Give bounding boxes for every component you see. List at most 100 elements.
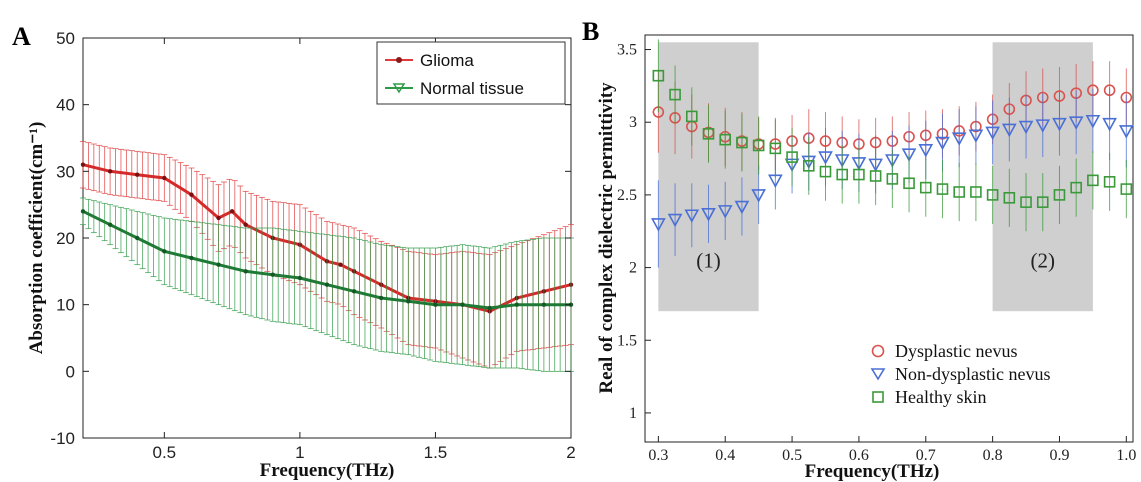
- chart-b-xtick-label: 0.4: [715, 447, 735, 464]
- legend-non-dysplastic-label: Non-dysplastic nevus: [895, 364, 1050, 384]
- chart-b-point-square: [819, 165, 832, 178]
- chart-b: (1) (2) 1 1.5 2 2.5 3 3.5 0.3 0.4 0.5 0.6 0.7 0.8 0.9…: [596, 34, 1136, 482]
- chart-a-ytick-label: 50: [56, 29, 75, 48]
- legend-non-dysplastic-marker: [870, 368, 886, 381]
- chart-b-point-triangle: [734, 200, 750, 215]
- legend-normal-label: Normal tissue: [420, 79, 524, 98]
- chart-a-point: [379, 295, 384, 301]
- chart-b-xtick-label: 0.5: [782, 447, 802, 464]
- chart-a-point: [338, 262, 343, 267]
- chart-a-point: [324, 282, 330, 287]
- chart-b-point-triangle: [751, 189, 766, 203]
- chart-b-point-triangle: [651, 218, 666, 232]
- chart-b-point-triangle: [985, 126, 1000, 141]
- legend-normal-marker: [392, 83, 406, 94]
- chart-a-ytick-label: 0: [66, 362, 75, 381]
- chart-a-ytick-label: -10: [50, 429, 75, 448]
- chart-a-point: [162, 249, 167, 254]
- chart-a-point: [80, 209, 86, 214]
- chart-a-ytick-label: 30: [56, 162, 75, 181]
- chart-a-point: [107, 169, 113, 174]
- chart-a-point: [189, 255, 194, 261]
- chart-a-ytick-label: 20: [56, 229, 75, 248]
- chart-a-point: [135, 235, 140, 241]
- chart-a-point: [270, 272, 275, 277]
- chart-a: -10 0 10 20 30 40 50 0.5 1 1.5 2 Glioma Normal tis…: [26, 29, 576, 481]
- legend-glioma-marker: [396, 57, 402, 63]
- chart-b-point-triangle: [684, 209, 700, 223]
- chart-b-ytick-label: 2: [629, 260, 637, 277]
- chart-b-point-triangle: [951, 132, 967, 146]
- chart-b-ytick-label: 2.5: [617, 187, 637, 204]
- legend-dysplastic-label: Dysplastic nevus: [895, 341, 1017, 361]
- chart-b-point-triangle: [1052, 117, 1067, 132]
- chart-b-point-square: [719, 133, 732, 146]
- legend-healthy-marker: [872, 391, 884, 403]
- chart-b-ytick-label: 1: [629, 405, 637, 422]
- chart-a-point: [189, 192, 194, 197]
- chart-a-legend-box: [376, 41, 566, 105]
- chart-b-point-square: [1120, 183, 1133, 195]
- chart-b-xtick-label: 0.9: [1049, 447, 1069, 464]
- chart-b-point-triangle: [667, 213, 683, 228]
- chart-a-point: [107, 222, 113, 227]
- chart-a-point: [135, 172, 140, 177]
- chart-b-xtick-label: 1.0: [1116, 447, 1136, 464]
- chart-b-point-square: [1087, 174, 1099, 187]
- chart-a-point: [433, 302, 438, 307]
- chart-b-point-triangle: [1018, 120, 1034, 135]
- chart-a-point: [487, 305, 492, 311]
- chart-b-point-square: [736, 136, 748, 149]
- chart-a-point: [297, 275, 303, 281]
- chart-a-xtick-label: 0.5: [153, 443, 177, 462]
- chart-b-point-square: [769, 142, 782, 155]
- chart-b-point-triangle: [968, 129, 984, 143]
- chart-a-point: [80, 162, 86, 167]
- chart-a-point: [351, 289, 357, 294]
- chart-b-xtick-label: 0.6: [849, 447, 869, 464]
- chart-a-xtick-label: 1.5: [424, 443, 448, 462]
- chart-b-region-label: (1): [696, 249, 721, 273]
- chart-b-xtick-label: 0.8: [983, 447, 1003, 464]
- chart-b-point-square: [836, 168, 849, 181]
- chart-a-xlabel: Frequency(THz): [260, 460, 395, 481]
- chart-b-point-square: [752, 139, 765, 152]
- chart-b-point-square: [1070, 181, 1082, 194]
- chart-b-point-triangle: [701, 207, 716, 222]
- chart-b-point-square: [936, 183, 949, 195]
- chart-b-point-triangle: [717, 205, 733, 219]
- chart-b-point-triangle: [1102, 117, 1117, 132]
- chart-b-point-square: [702, 128, 715, 140]
- chart-a-series-normal-tissue: [80, 197, 574, 372]
- chart-b-point-square: [1003, 192, 1016, 204]
- chart-b-point-triangle: [1118, 125, 1134, 139]
- legend-glioma-label: Glioma: [420, 51, 474, 70]
- chart-a-point: [216, 262, 221, 267]
- chart-b-point-square: [802, 160, 815, 172]
- chart-a-point: [229, 209, 235, 214]
- chart-b-point-triangle: [901, 148, 917, 162]
- chart-b-point-triangle: [918, 144, 934, 158]
- chart-b-point-square: [869, 170, 882, 182]
- chart-b-series-non-dysplastic: [651, 87, 1134, 268]
- chart-a-point: [243, 269, 248, 274]
- chart-b-point-square: [919, 181, 932, 194]
- chart-a-xtick-label: 2: [566, 443, 575, 462]
- chart-b-point-square: [853, 168, 865, 181]
- legend-dysplastic-marker: [871, 344, 885, 358]
- chart-b-point-square: [1020, 196, 1032, 208]
- chart-b-point-square: [652, 69, 665, 82]
- chart-b-legend: Dysplastic nevus Non-dysplastic nevus He…: [870, 341, 1050, 407]
- chart-b-point-square: [886, 173, 899, 185]
- chart-b-ytick-label: 1.5: [617, 332, 637, 349]
- chart-b-point-triangle: [1001, 123, 1017, 138]
- chart-b-point-square: [970, 186, 982, 198]
- chart-b-point-square: [1036, 196, 1049, 208]
- chart-b-point-square: [685, 110, 698, 123]
- chart-a-point: [514, 302, 519, 307]
- chart-a-point: [541, 302, 547, 307]
- chart-b-point-square: [986, 189, 999, 201]
- chart-a-point: [216, 215, 221, 221]
- chart-b-point-triangle: [935, 136, 950, 151]
